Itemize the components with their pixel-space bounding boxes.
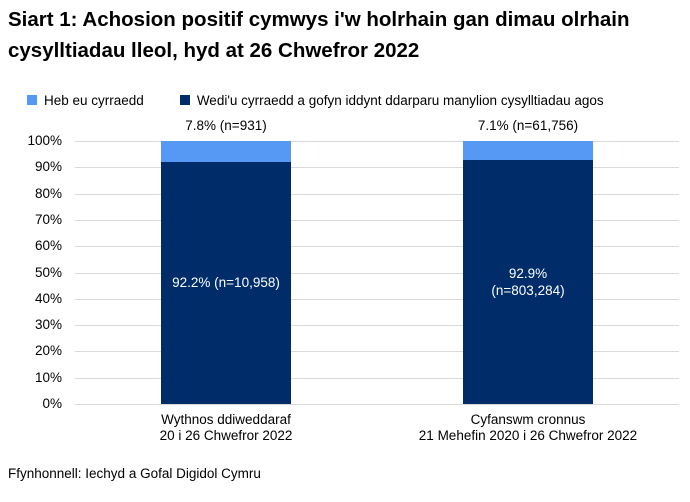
y-gridline	[75, 272, 679, 274]
y-tick-label: 70%	[34, 211, 62, 227]
y-gridline	[75, 404, 679, 405]
y-tick-label: 60%	[34, 238, 62, 254]
bar-value-label: 7.1% (n=61,756)	[477, 118, 579, 133]
legend: Heb eu cyrraedd Wedi'u cyrraedd a gofyn …	[27, 91, 604, 109]
chart-title: Siart 1: Achosion positif cymwys i'w hol…	[8, 8, 630, 62]
y-gridline	[75, 141, 679, 142]
y-gridline	[75, 298, 679, 300]
y-gridline	[75, 351, 679, 353]
y-gridline	[75, 325, 679, 327]
y-gridline	[75, 246, 679, 248]
y-tick-label: 100%	[27, 133, 62, 148]
y-gridline	[75, 377, 679, 379]
y-tick-label: 90%	[34, 159, 62, 175]
bar-value-label: 7.8% (n=931)	[185, 118, 267, 133]
legend-label: Heb eu cyrraedd	[44, 92, 144, 108]
bar-inside-label-line: 92.9%	[508, 265, 548, 281]
bar-segment-wediu-cyrraedd	[161, 161, 291, 404]
y-tick-label: 0%	[42, 396, 62, 411]
bar-inside-label-line: 92.2% (n=10,958)	[172, 275, 280, 291]
y-gridline	[75, 167, 679, 169]
legend-item-wediu-cyrraedd: Wedi'u cyrraedd a gofyn iddynt ddarparu …	[179, 92, 604, 108]
bar-inside-label: 92.2% (n=10,958)	[161, 162, 291, 404]
y-tick-label: 30%	[34, 317, 62, 333]
legend-swatch-light-blue	[27, 95, 37, 105]
bar-segment-heb-eu-cyrraedd	[161, 141, 291, 162]
legend-label: Wedi'u cyrraedd a gofyn iddynt ddarparu …	[196, 92, 604, 108]
bar-segment-heb-eu-cyrraedd	[463, 141, 593, 160]
y-tick-label: 40%	[34, 290, 62, 306]
x-axis-label: Wythnos ddiweddaraf 20 i 26 Chwefror 2022	[160, 412, 293, 444]
x-axis-label-line: Cyfanswm cronnus	[470, 412, 586, 427]
y-tick-label: 80%	[34, 185, 62, 201]
y-tick-label: 50%	[34, 264, 62, 280]
legend-item-heb-eu-cyrraedd: Heb eu cyrraedd	[27, 93, 144, 108]
bar-inside-label: 92.9% (n=803,284)	[463, 160, 593, 404]
y-tick-label: 10%	[34, 369, 62, 385]
legend-swatch-navy	[179, 95, 190, 105]
y-gridline	[75, 193, 679, 195]
y-gridline	[75, 219, 679, 221]
x-axis-label-line: 20 i 26 Chwefror 2022	[159, 428, 293, 443]
x-axis-label-line: Wythnos ddiweddaraf	[161, 412, 291, 427]
bar-segment-wediu-cyrraedd	[463, 159, 593, 404]
source-note: Ffynhonnell: Iechyd a Gofal Digidol Cymr…	[8, 466, 261, 481]
y-tick-label: 20%	[34, 343, 62, 359]
x-axis-label-line: 21 Mehefin 2020 i 26 Chwefror 2022	[418, 428, 638, 443]
x-axis-label: Cyfanswm cronnus 21 Mehefin 2020 i 26 Chw…	[419, 412, 637, 444]
bar-inside-label-line: (n=803,284)	[491, 282, 565, 298]
